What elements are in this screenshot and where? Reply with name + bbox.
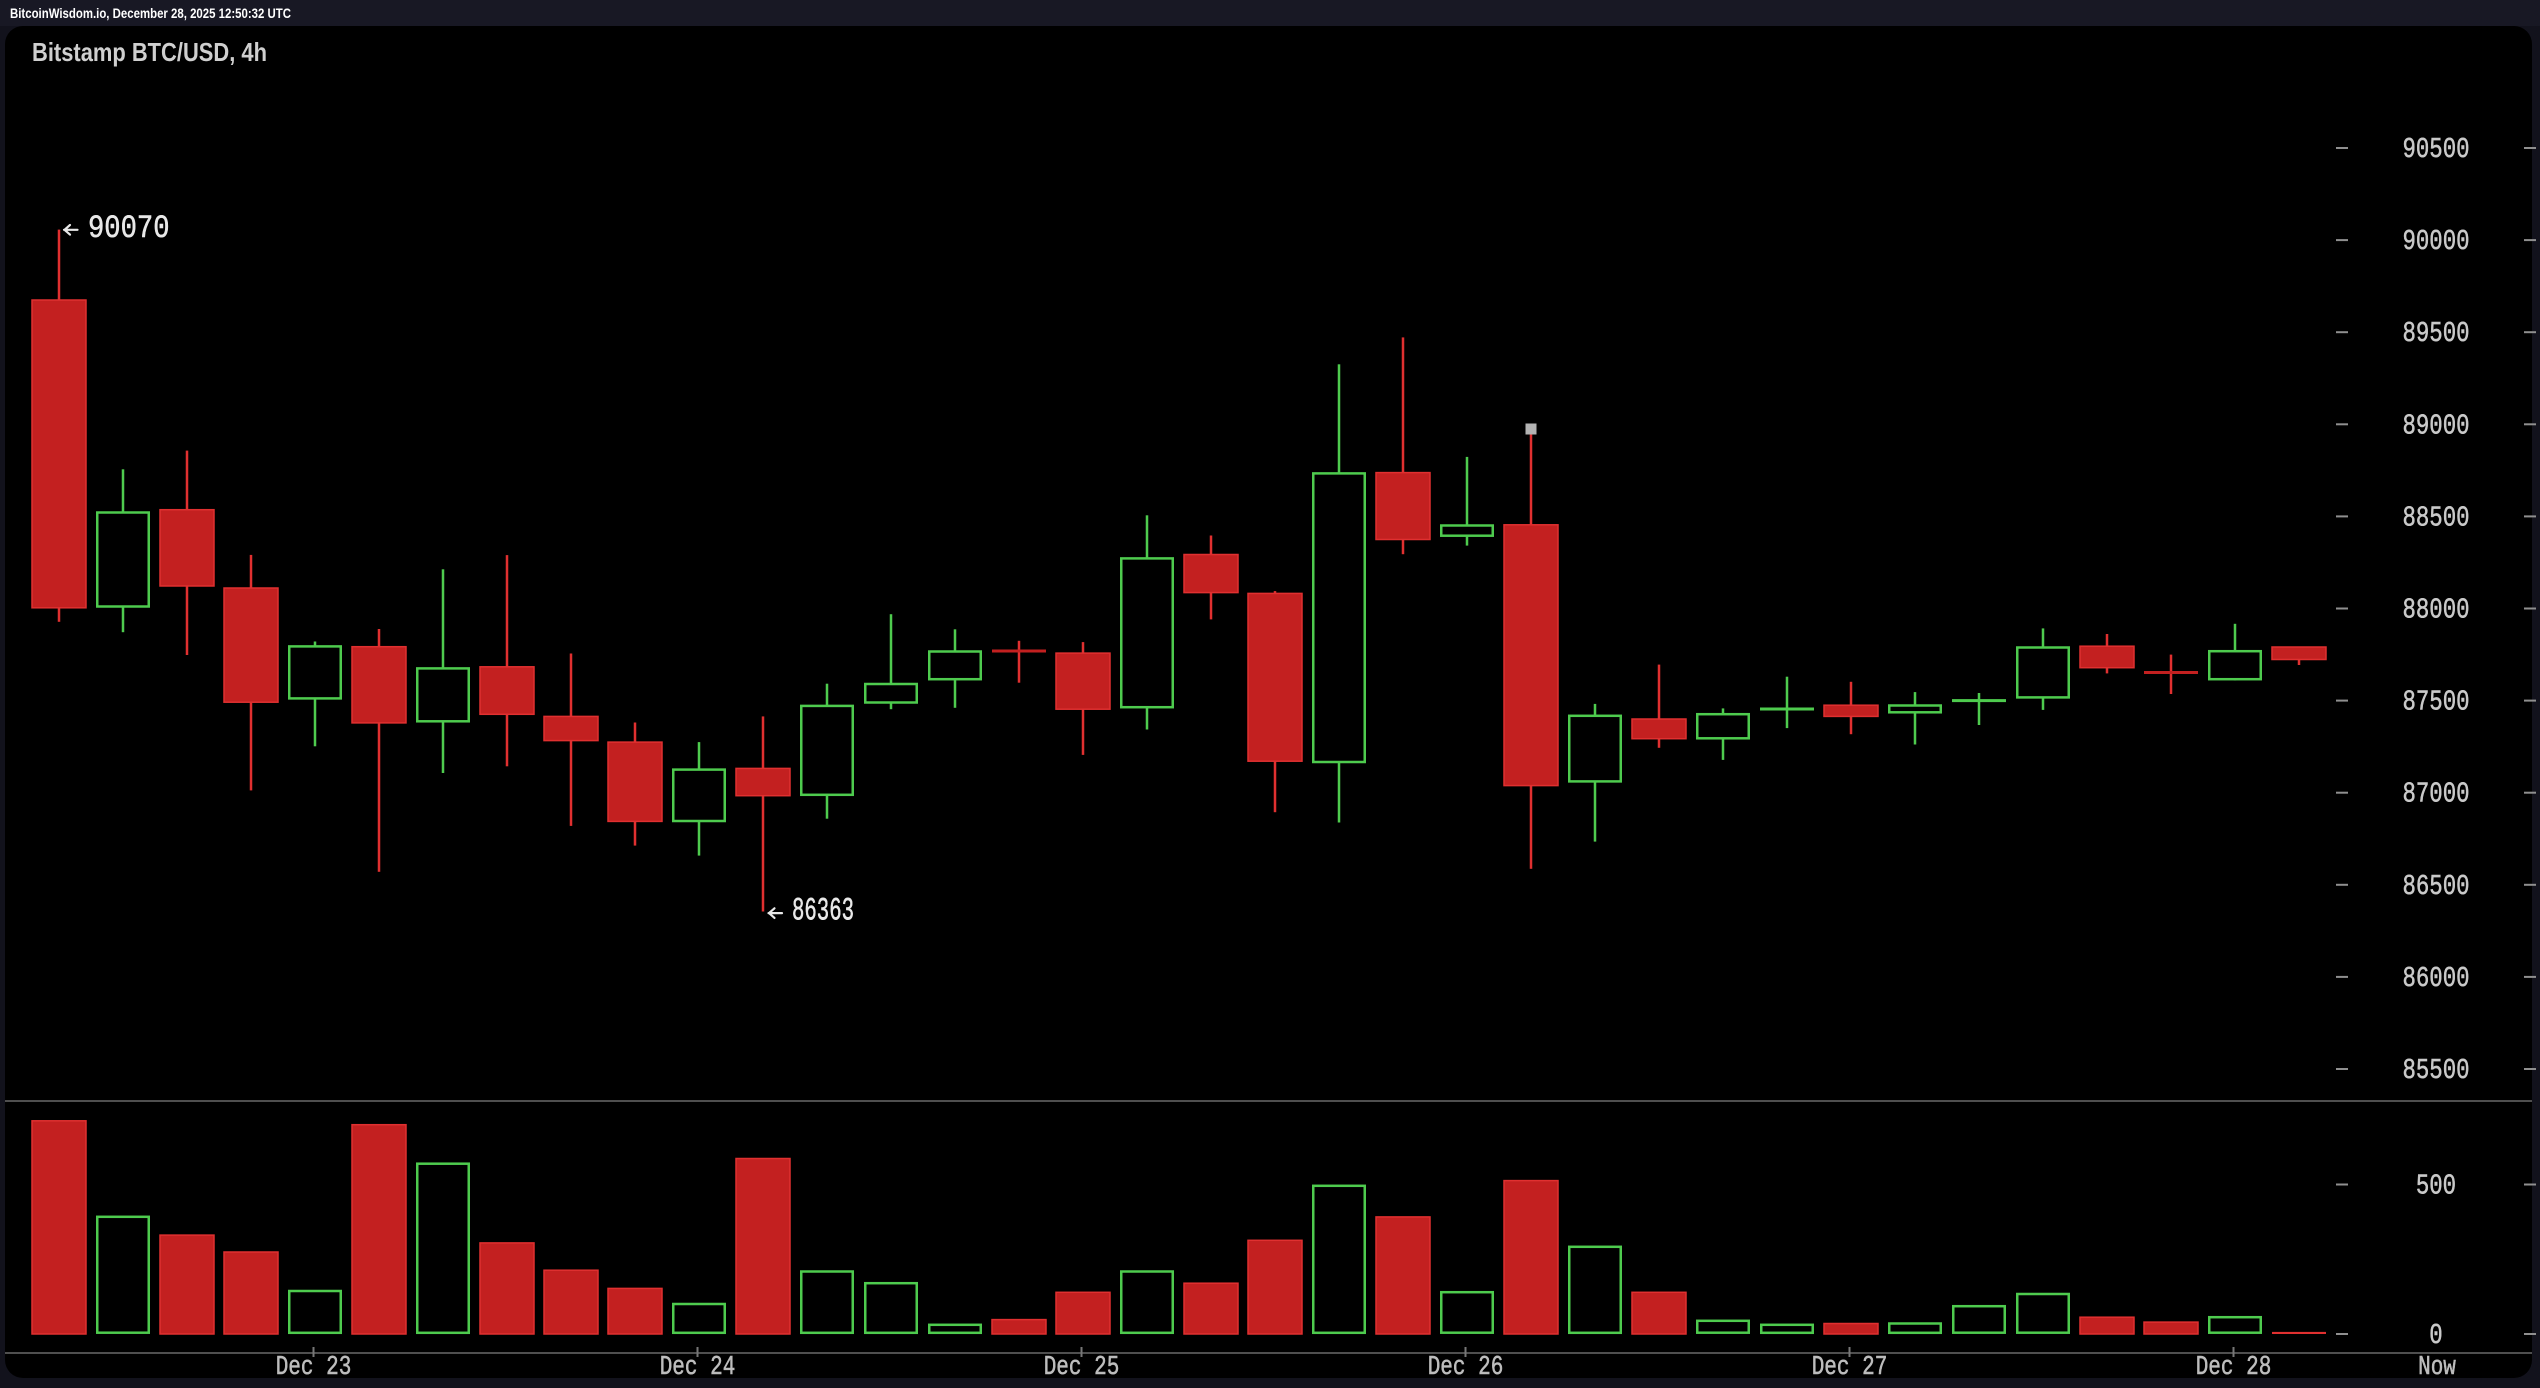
svg-text:0: 0 [2429,1319,2442,1352]
svg-text:86000: 86000 [2403,962,2470,995]
svg-text:86500: 86500 [2403,870,2470,903]
svg-text:Now: Now [2418,1353,2456,1383]
svg-text:BitcoinWisdom.io, December 28,: BitcoinWisdom.io, December 28, 2025 12:5… [10,5,291,21]
svg-text:Dec 24: Dec 24 [660,1353,736,1383]
svg-text:86363: 86363 [792,893,854,930]
svg-text:88000: 88000 [2403,594,2470,627]
svg-text:90070: 90070 [88,210,170,247]
svg-text:87500: 87500 [2403,686,2470,719]
svg-text:Bitstamp BTC/USD, 4h: Bitstamp BTC/USD, 4h [32,37,267,67]
svg-text:Dec 27: Dec 27 [1812,1353,1888,1383]
svg-text:90000: 90000 [2403,225,2470,258]
svg-text:89000: 89000 [2403,409,2470,442]
svg-text:Dec 28: Dec 28 [2196,1353,2272,1383]
svg-text:Dec 25: Dec 25 [1044,1353,1120,1383]
svg-text:90500: 90500 [2403,133,2470,166]
svg-text:Dec 26: Dec 26 [1428,1353,1504,1383]
svg-text:85500: 85500 [2403,1054,2470,1087]
svg-text:87000: 87000 [2403,778,2470,811]
svg-text:500: 500 [2416,1170,2456,1203]
svg-text:89500: 89500 [2403,317,2470,350]
svg-text:88500: 88500 [2403,501,2470,534]
svg-text:Dec 23: Dec 23 [276,1353,352,1383]
